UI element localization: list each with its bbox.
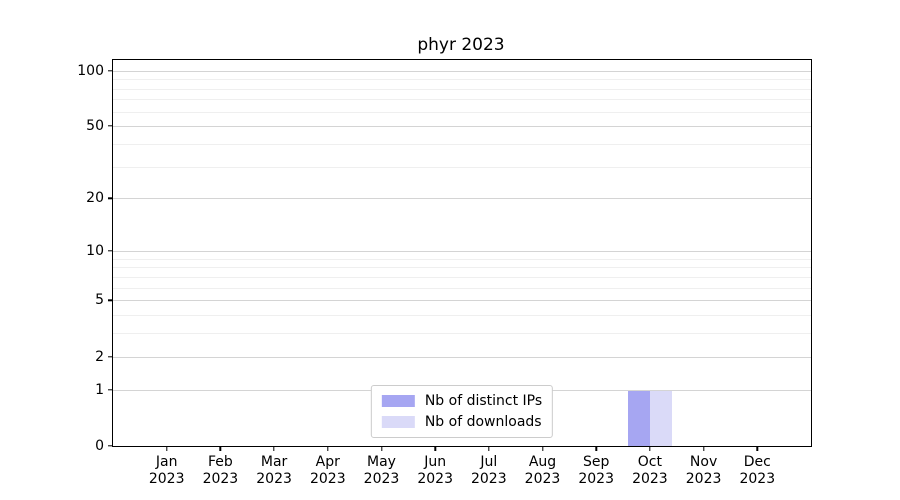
y-gridline-major (113, 70, 811, 72)
legend: Nb of distinct IPs Nb of downloads (370, 385, 554, 438)
x-tick-mark (434, 446, 436, 451)
x-tick-mark (649, 446, 651, 451)
bar-distinct-ips (627, 389, 650, 446)
y-tick-label: 20 (86, 190, 104, 207)
legend-item-downloads: Nb of downloads (381, 414, 542, 430)
x-tick-mark (702, 446, 705, 451)
y-tick-label: 2 (95, 348, 104, 365)
y-tick-mark (108, 299, 113, 301)
y-tick-mark (108, 445, 113, 447)
y-gridline-minor (113, 267, 811, 269)
legend-swatch-distinct-ips (381, 395, 415, 407)
plot-area: Dec 2023 Nov 2023 Oct 2023 Sep 2023 Aug 2023… (77, 59, 812, 487)
y-gridline-minor (113, 276, 811, 278)
x-tick-label: Oct 2023 (632, 454, 668, 487)
x-tick-mark (595, 446, 597, 451)
x-tick-label: Apr 2023 (309, 454, 346, 487)
x-tick-label: Dec 2023 (739, 454, 776, 487)
y-gridline-minor (113, 333, 811, 335)
y-tick-label: 0 (95, 438, 104, 454)
y-tick-mark (108, 69, 113, 72)
y-gridline-minor (113, 79, 811, 80)
y-tick-mark (108, 125, 113, 127)
y-tick-mark (108, 250, 113, 252)
y-tick-label: 1 (95, 381, 104, 398)
y-gridline-minor (113, 111, 811, 113)
chart-title: phyr 2023 (417, 35, 505, 55)
y-gridline-minor (113, 287, 811, 289)
y-tick-label: 50 (86, 118, 104, 135)
y-tick-label: 100 (77, 62, 104, 79)
legend-label-distinct-ips: Nb of distinct IPs (424, 393, 543, 409)
y-tick-mark (108, 355, 113, 358)
y-gridline-major (113, 250, 811, 252)
x-tick-mark (756, 446, 758, 451)
y-gridline-minor (113, 166, 811, 168)
y-tick-label: 5 (95, 292, 104, 309)
y-gridline-major (113, 126, 811, 128)
y-gridline-minor (113, 315, 811, 317)
x-tick-label: Mar 2023 (256, 454, 292, 487)
x-tick-mark (273, 446, 275, 451)
x-tick-label: May 2023 (363, 454, 400, 487)
x-tick-label: Nov 2023 (685, 454, 722, 487)
x-tick-label: Jan 2023 (148, 454, 185, 487)
legend-label-downloads: Nb of downloads (424, 414, 542, 430)
y-tick-mark (108, 197, 113, 199)
x-tick-mark (219, 446, 222, 451)
x-tick-label: Jul 2023 (470, 454, 507, 487)
y-gridline-minor (113, 99, 811, 101)
x-tick-label: Sep 2023 (578, 454, 615, 487)
x-tick-mark (165, 446, 168, 451)
y-tick-mark (108, 388, 113, 391)
y-gridline-minor (113, 88, 811, 90)
y-gridline-minor (113, 143, 811, 145)
x-tick-mark (380, 446, 383, 451)
x-tick-label: Feb 2023 (202, 454, 239, 487)
y-gridline-major (113, 356, 811, 358)
x-tick-mark (541, 446, 544, 451)
y-gridline-major (113, 300, 811, 302)
legend-item-distinct-ips: Nb of distinct IPs (381, 393, 543, 409)
x-tick-mark (488, 446, 490, 451)
x-tick-label: Aug 2023 (524, 454, 561, 487)
y-gridline-minor (113, 258, 811, 260)
x-tick-mark (327, 446, 329, 451)
bar-downloads (649, 389, 672, 446)
x-tick-label: Jun 2023 (417, 454, 454, 487)
y-gridline-major (113, 198, 811, 200)
legend-swatch-downloads (381, 416, 415, 428)
y-tick-label: 10 (86, 242, 104, 259)
